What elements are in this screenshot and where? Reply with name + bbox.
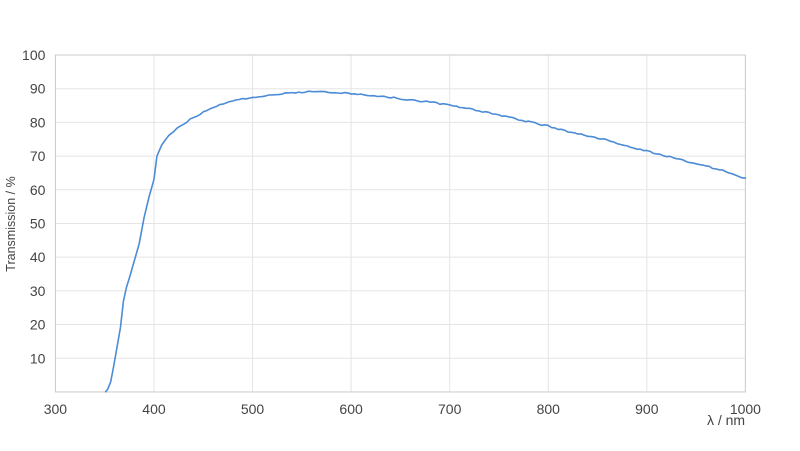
svg-text:90: 90: [30, 81, 46, 97]
svg-text:300: 300: [44, 401, 68, 417]
svg-text:100: 100: [22, 47, 46, 63]
svg-text:Transmission / %: Transmission / %: [4, 176, 18, 271]
svg-text:80: 80: [30, 114, 46, 130]
svg-text:10: 10: [30, 350, 46, 366]
svg-text:800: 800: [537, 401, 561, 417]
svg-text:70: 70: [30, 148, 46, 164]
svg-text:400: 400: [142, 401, 166, 417]
svg-text:20: 20: [30, 317, 46, 333]
svg-text:λ / nm: λ / nm: [707, 412, 745, 428]
svg-text:40: 40: [30, 249, 46, 265]
svg-text:900: 900: [635, 401, 659, 417]
svg-text:500: 500: [241, 401, 265, 417]
svg-text:700: 700: [438, 401, 462, 417]
svg-text:600: 600: [339, 401, 363, 417]
svg-text:30: 30: [30, 283, 46, 299]
svg-text:50: 50: [30, 215, 46, 231]
svg-text:60: 60: [30, 182, 46, 198]
